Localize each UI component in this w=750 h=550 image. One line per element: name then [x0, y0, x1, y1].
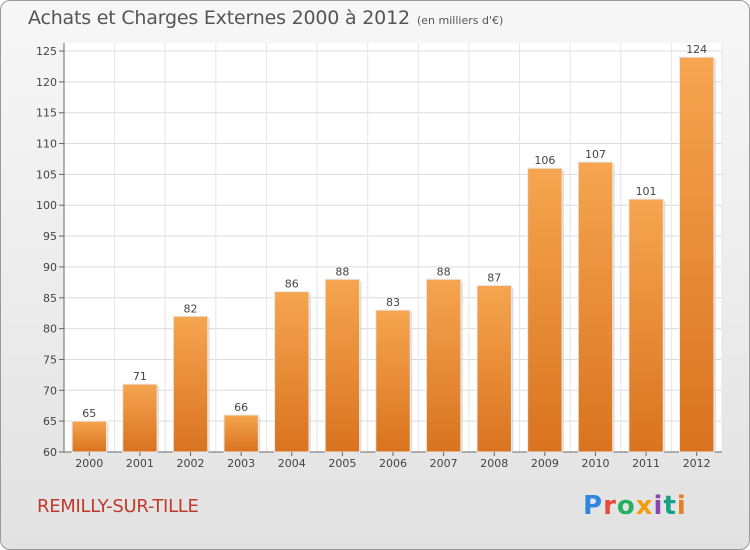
x-tick-label: 2002	[177, 457, 205, 470]
x-tick-label: 2011	[632, 457, 660, 470]
data-label: 82	[184, 302, 198, 315]
y-tick-label: 105	[36, 168, 57, 181]
bar-2012	[678, 56, 715, 453]
x-tick-label: 2005	[328, 457, 356, 470]
bar-2008	[476, 284, 512, 453]
data-label: 88	[335, 265, 349, 278]
bar-2010	[577, 161, 614, 453]
y-tick-label: 65	[43, 415, 57, 428]
data-label: 83	[386, 296, 400, 309]
x-tick-label: 2009	[531, 457, 559, 470]
x-tick-label: 2001	[126, 457, 154, 470]
y-tick-label: 75	[43, 353, 57, 366]
x-tick-label: 2007	[430, 457, 458, 470]
x-tick-label: 2010	[581, 457, 609, 470]
proxiti-logo: Proxiti	[583, 491, 687, 521]
y-tick-label: 80	[43, 323, 57, 336]
data-label: 101	[636, 185, 657, 198]
x-tick-label: 2012	[683, 457, 711, 470]
x-tick-label: 2004	[278, 457, 306, 470]
bar-2007	[425, 278, 462, 453]
data-label: 124	[686, 43, 707, 56]
y-tick-label: 120	[36, 76, 57, 89]
bar-2011	[628, 198, 664, 453]
bar-2005	[324, 278, 361, 453]
x-tick-label: 2000	[75, 457, 103, 470]
data-label: 65	[82, 407, 96, 420]
chart-title: Achats et Charges Externes 2000 à 2012	[28, 7, 410, 29]
x-tick-label: 2006	[379, 457, 407, 470]
y-tick-label: 110	[36, 138, 57, 151]
y-tick-label: 85	[43, 292, 57, 305]
y-tick-label: 95	[43, 230, 57, 243]
city-name: REMILLY-SUR-TILLE	[37, 496, 199, 517]
y-tick-label: 60	[43, 446, 57, 459]
data-label: 107	[585, 148, 606, 161]
y-tick-label: 125	[36, 45, 57, 58]
bar-2003	[223, 414, 259, 453]
bar-2006	[375, 309, 411, 453]
data-label: 106	[534, 154, 555, 167]
y-tick-label: 100	[36, 199, 57, 212]
chart-unit: (en milliers d'€)	[417, 14, 504, 27]
x-tick-label: 2008	[480, 457, 508, 470]
bar-2002	[172, 315, 209, 453]
bar-2000	[71, 420, 108, 453]
data-label: 86	[285, 278, 299, 291]
data-label: 88	[437, 265, 451, 278]
bar-2001	[122, 383, 158, 453]
data-label: 71	[133, 370, 147, 383]
y-tick-label: 90	[43, 261, 57, 274]
y-tick-label: 70	[43, 384, 57, 397]
data-label: 87	[487, 271, 501, 284]
x-tick-label: 2003	[227, 457, 255, 470]
data-label: 66	[234, 401, 248, 414]
bar-2004	[274, 291, 310, 453]
y-tick-label: 115	[36, 107, 57, 120]
bar-2009	[527, 167, 563, 453]
